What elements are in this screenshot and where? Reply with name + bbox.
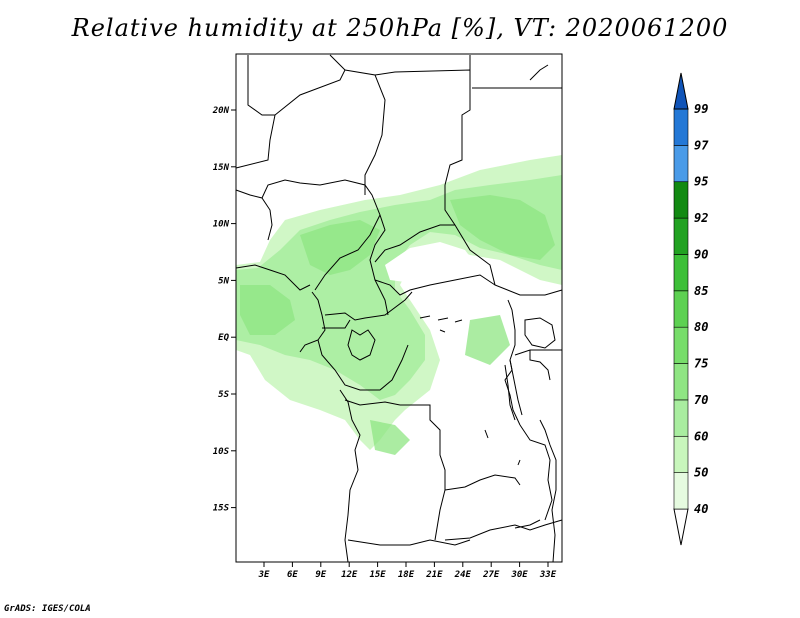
lon-tick-label: 12E <box>341 570 358 580</box>
border-line <box>504 299 521 426</box>
lake-outline <box>509 359 523 416</box>
lake-outline <box>529 64 549 81</box>
colorbar-label: 90 <box>694 247 708 261</box>
lon-tick-label: 15E <box>369 570 386 580</box>
border-line <box>374 224 455 263</box>
map-frame <box>235 53 563 563</box>
colorbar-segment <box>673 435 689 473</box>
lon-tick-label: 6E <box>287 570 298 580</box>
colorbar-label: 95 <box>694 175 708 189</box>
lat-tick-label: 10S <box>213 447 230 457</box>
border-line <box>519 424 553 521</box>
lat-tick-label: 15N <box>213 163 230 173</box>
river-mark <box>484 429 521 466</box>
colorbar-label: 60 <box>694 429 708 443</box>
humidity-shading <box>236 155 562 455</box>
lon-tick-label: 21E <box>425 570 443 580</box>
colorbar-segment <box>673 181 689 219</box>
border-line <box>299 291 326 353</box>
colorbar-label: 70 <box>694 393 708 407</box>
colorbar-segment <box>673 217 689 255</box>
colorbar-label: 80 <box>694 320 708 334</box>
border-line <box>347 329 376 361</box>
map-title: Relative humidity at 250hPa [%], VT: 202… <box>71 14 729 42</box>
lat-tick-label: 20N <box>212 106 230 116</box>
border-line <box>514 349 562 356</box>
border-line <box>235 189 273 241</box>
latitude-axis: 20N 15N 10N 5N EQ 5S 10S 15S <box>212 106 236 514</box>
grads-credit: GrADS: IGES/COLA <box>4 604 91 614</box>
longitude-axis: 3E 6E 9E 12E 15E 18E 21E 24E 27E 30E 33E <box>258 562 557 580</box>
lat-tick-label: EQ <box>218 333 229 343</box>
colorbar-segment <box>673 363 689 401</box>
border-line <box>400 404 446 541</box>
humidity-band-75 <box>240 195 555 455</box>
lake-outline <box>524 317 556 349</box>
colorbar-label: 75 <box>694 357 708 371</box>
lake-outline <box>504 364 516 421</box>
lat-tick-label: 5S <box>218 390 229 400</box>
colorbar: 40 50 60 70 75 80 85 90 92 95 97 99 <box>673 72 709 546</box>
border-line <box>344 399 401 406</box>
colorbar-segment <box>673 108 689 146</box>
colorbar-label: 50 <box>694 466 708 480</box>
border-line <box>529 350 551 381</box>
lon-tick-label: 3E <box>258 570 270 580</box>
border-line <box>539 419 557 563</box>
colorbar-label: 92 <box>694 211 708 225</box>
lat-tick-label: 5N <box>218 276 229 286</box>
river-mark <box>419 315 463 333</box>
colorbar-arrow-low <box>673 508 689 546</box>
colorbar-segment <box>673 399 689 437</box>
humidity-gap <box>385 242 480 282</box>
country-borders <box>235 54 563 563</box>
colorbar-segment <box>673 254 689 292</box>
colorbar-label: 97 <box>694 138 709 152</box>
colorbar-segment <box>673 326 689 364</box>
border-line <box>444 474 521 491</box>
border-line <box>322 319 351 329</box>
border-line <box>247 55 275 116</box>
border-line <box>374 274 496 296</box>
lat-tick-label: 15S <box>213 504 230 514</box>
lon-tick-label: 9E <box>315 570 326 580</box>
colorbar-label: 40 <box>694 502 708 516</box>
colorbar-label: 85 <box>694 284 708 298</box>
lon-tick-label: 18E <box>398 570 415 580</box>
border-line <box>317 339 409 391</box>
colorbar-arrow-high <box>673 72 689 110</box>
border-line <box>235 264 311 291</box>
border-line <box>514 519 541 529</box>
border-line <box>369 214 389 316</box>
border-line <box>444 185 563 296</box>
lon-tick-label: 33E <box>539 570 557 580</box>
border-line <box>261 179 381 291</box>
lat-tick-label: 10N <box>213 220 230 230</box>
border-line <box>324 291 413 321</box>
lon-tick-label: 27E <box>482 570 500 580</box>
border-line <box>347 539 471 546</box>
border-line <box>235 54 346 169</box>
border-line <box>444 519 563 541</box>
border-line <box>344 69 386 195</box>
border-line <box>374 69 471 186</box>
lon-tick-label: 30E <box>510 570 528 580</box>
colorbar-segment <box>673 290 689 328</box>
border-line <box>339 389 361 563</box>
colorbar-segment <box>673 145 689 183</box>
colorbar-segment <box>673 472 689 510</box>
colorbar-label: 99 <box>694 102 708 116</box>
lon-tick-label: 24E <box>454 570 472 580</box>
